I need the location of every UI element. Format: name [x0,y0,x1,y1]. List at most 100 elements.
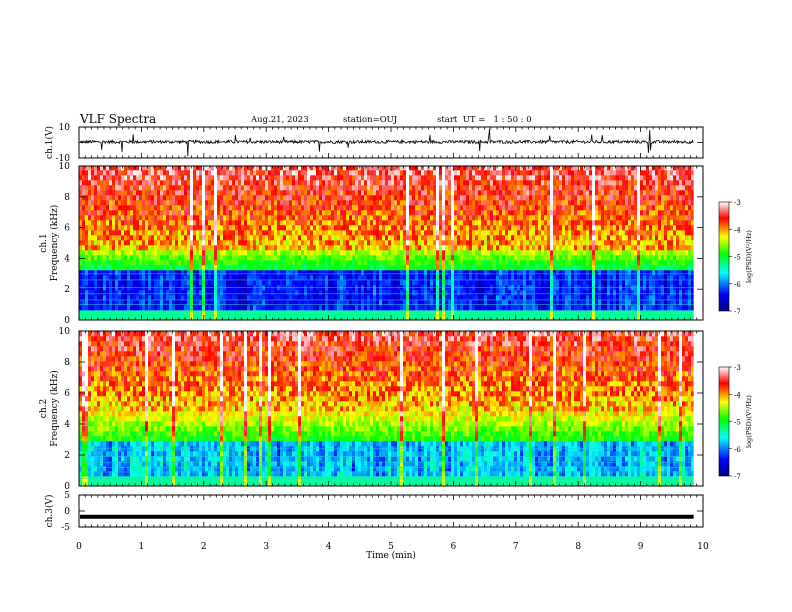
ch1-spectrogram-cell [199,175,203,181]
ch1-spectrogram-cell [430,315,434,320]
ch1-spectrogram-cell [106,180,110,186]
ch1-spectrogram-cell [256,310,260,316]
ch1-spectrogram-cell [340,305,344,311]
ch1-spectrogram-cell [148,260,152,266]
ch1-spectrogram-cell [301,205,305,211]
ch1-spectrogram-cell [340,195,344,201]
ch1-spectrogram-cell [451,225,455,231]
ch1-spectrogram-cell [394,245,398,251]
ch1-spectrogram-cell [286,255,290,261]
ch1-spectrogram-cell [508,220,512,226]
ch1-spectrogram-cell [439,205,443,211]
ch1-spectrogram-cell [274,195,278,201]
ch1-spectrogram-cell [361,200,365,206]
ch1-spectrogram-cell [280,295,284,301]
ch1-spectrogram-cell [268,166,272,171]
ch1-spectrogram-cell [349,170,353,176]
ch1-spectrogram-cell [286,195,290,201]
ch1-spectrogram-cell [373,240,377,246]
ch1-spectrogram-cell [154,245,158,251]
ch1-spectrogram-cell [451,290,455,296]
ch1-spectrogram-cell [235,315,239,320]
ch1-spectrogram-cell [451,220,455,226]
ch1-spectrogram-cell [466,185,470,191]
ch1-spectrogram-cell [256,295,260,301]
ch1-spectrogram-cell [517,215,521,221]
ch1-spectrogram-cell [112,215,116,221]
ch1-spectrogram-cell [334,225,338,231]
ch1-spectrogram-cell [292,215,296,221]
ch1-spectrogram-cell [496,185,500,191]
ch1-spectrogram-cell [100,270,104,276]
ch1-spectrogram-cell [493,210,497,216]
ch1-spectrogram-cell [496,275,500,281]
ch1-spectrogram-cell [364,280,368,286]
ch1-spectrogram-cell [262,260,266,266]
ch1-spectrogram-cell [232,220,236,226]
ch1-spectrogram-cell [307,195,311,201]
ch1-spectrogram-cell [214,290,218,296]
ch1-spectrogram-cell [148,185,152,191]
ch1-spectrogram-cell [403,305,407,311]
ch1-spectrogram-cell [361,290,365,296]
ch1-spectrogram-cell [535,240,539,246]
ch1-spectrogram-cell [325,200,329,206]
ch1-spectrogram-cell [214,305,218,311]
ch1-spectrogram-cell [268,240,272,246]
ch1-spectrogram-cell [154,166,158,171]
ch1-spectrogram-cell [238,315,242,320]
ch1-spectrogram-cell [145,295,149,301]
ch1-spectrogram-cell [313,185,317,191]
ch1-spectrogram-cell [460,220,464,226]
ch1-spectrogram-cell [313,315,317,320]
ch1-spectrogram-cell [265,215,269,221]
ch1-spectrogram-cell [307,220,311,226]
ch1-spectrogram-cell [160,275,164,281]
ch1-spectrogram-cell [112,260,116,266]
ch1-spectrogram-cell [211,245,215,251]
ch1-spectrogram-cell [148,300,152,306]
ch1-spectrogram-cell [220,300,224,306]
ch1-spectrogram-cell [274,200,278,206]
ch1-spectrogram-cell [358,185,362,191]
ch1-spectrogram-cell [295,195,299,201]
ch1-spectrogram-cell [292,240,296,246]
ch1-spectrogram-cell [265,245,269,251]
ch1-spectrogram-cell [223,215,227,221]
ch1-spectrogram-cell [343,195,347,201]
ch1-spectrogram-cell [451,190,455,196]
ch1-spectrogram-cell [142,245,146,251]
ch1-spectrogram-cell [343,200,347,206]
ch1-spectrogram-cell [91,315,95,320]
ch1-spectrogram-cell [241,185,245,191]
ch1-spectrogram-cell [331,210,335,216]
ch1-spectrogram-cell [316,166,320,171]
ch1-spectrogram-cell [94,250,98,256]
ch1-spectrogram-cell [214,310,218,316]
ch1-spectrogram-cell [346,200,350,206]
ch1-spectrogram-cell [532,180,536,186]
ch1-spectrogram-cell [283,195,287,201]
ch1-spectrogram-cell [256,245,260,251]
ch1-spectrogram-cell [103,290,107,296]
ch1-spectrogram-cell [172,235,176,241]
ch1-spectrogram-cell [280,245,284,251]
ch1-spectrogram-cell [442,270,446,276]
ch1-spectrogram-cell [262,295,266,301]
ch1-spectrogram-cell [169,205,173,211]
ch1-spectrogram-cell [373,230,377,236]
ch1-spectrogram-cell [190,180,194,186]
ch1-spectrogram-cell [514,170,518,176]
ch1-spectrogram-cell [337,270,341,276]
ch1-spectrogram-cell [493,305,497,311]
ch1-spectrogram-cell [151,315,155,320]
ch1-spectrogram-cell [403,230,407,236]
ch1-spectrogram-cell [301,280,305,286]
ch1-spectrogram-cell [307,290,311,296]
ch1-spectrogram-cell [277,170,281,176]
ch1-spectrogram-cell [199,195,203,201]
ch1-spectrogram-cell [205,245,209,251]
ch1-spectrogram-cell [190,270,194,276]
ch1-spectrogram-cell [151,185,155,191]
ch1-spectrogram-cell [514,235,518,241]
